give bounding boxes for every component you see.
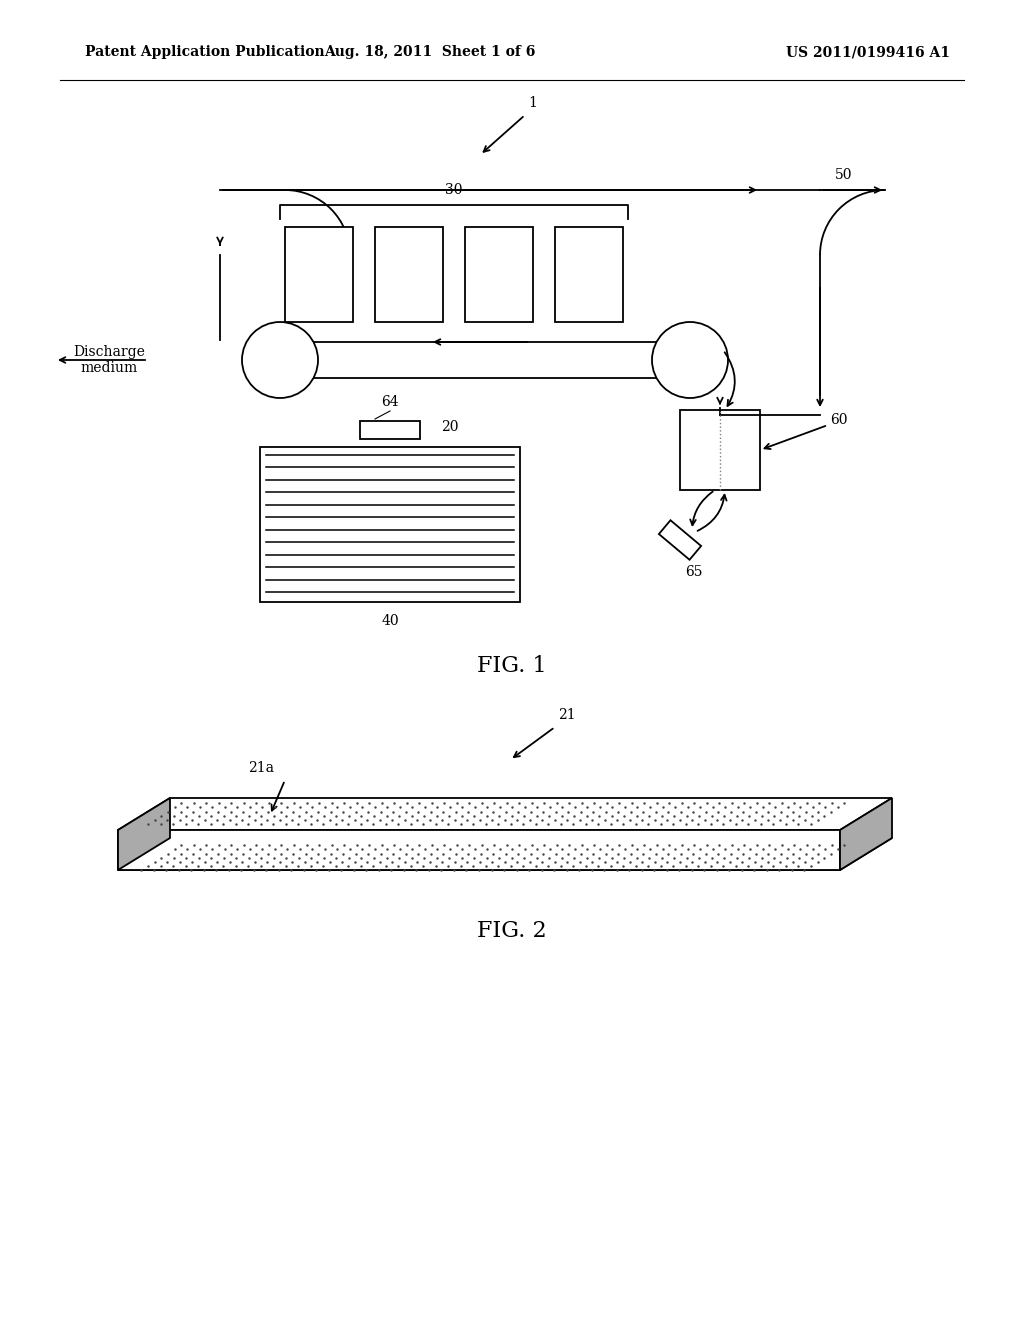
- Text: 21: 21: [558, 708, 575, 722]
- Text: 20: 20: [441, 420, 459, 434]
- Text: US 2011/0199416 A1: US 2011/0199416 A1: [786, 45, 950, 59]
- Polygon shape: [118, 799, 170, 870]
- Text: 40: 40: [381, 614, 398, 628]
- Bar: [360, 421, 420, 440]
- Ellipse shape: [242, 322, 318, 399]
- Bar: [555, 227, 623, 322]
- Text: Discharge
medium: Discharge medium: [73, 345, 145, 375]
- Bar: [465, 227, 534, 322]
- Text: 64: 64: [381, 395, 398, 409]
- Bar: [260, 447, 520, 602]
- Bar: [375, 227, 443, 322]
- Text: 65: 65: [685, 565, 702, 579]
- Bar: [658, 520, 701, 560]
- Text: 50: 50: [835, 168, 853, 182]
- Ellipse shape: [652, 322, 728, 399]
- Bar: [680, 411, 760, 490]
- Text: 30: 30: [445, 183, 463, 197]
- Text: Patent Application Publication: Patent Application Publication: [85, 45, 325, 59]
- Polygon shape: [118, 830, 840, 870]
- Text: Aug. 18, 2011  Sheet 1 of 6: Aug. 18, 2011 Sheet 1 of 6: [325, 45, 536, 59]
- Polygon shape: [840, 799, 892, 870]
- Text: 1: 1: [528, 96, 537, 110]
- Text: FIG. 1: FIG. 1: [477, 655, 547, 677]
- Bar: [285, 227, 353, 322]
- Polygon shape: [118, 838, 892, 870]
- Polygon shape: [118, 799, 892, 830]
- Text: FIG. 2: FIG. 2: [477, 920, 547, 942]
- Text: 21a: 21a: [248, 762, 274, 775]
- Text: 60: 60: [830, 413, 848, 426]
